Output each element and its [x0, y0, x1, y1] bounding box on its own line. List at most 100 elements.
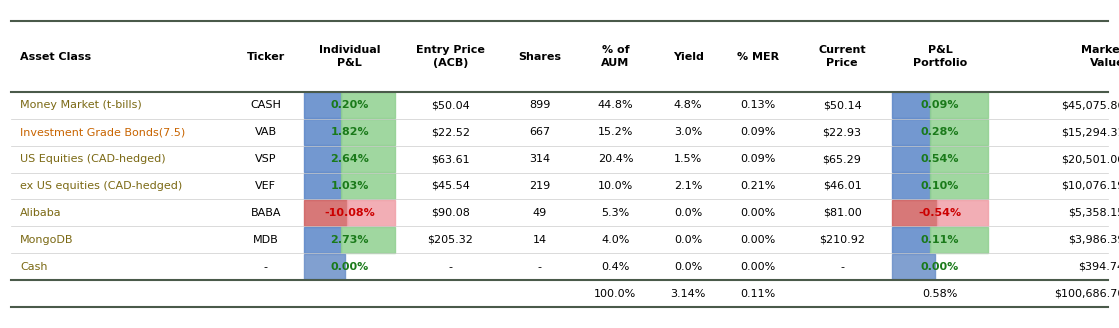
Text: US Equities (CAD-hedged): US Equities (CAD-hedged) [20, 154, 166, 164]
Text: ex US equities (CAD-hedged): ex US equities (CAD-hedged) [20, 181, 182, 191]
Bar [340, 146, 395, 172]
Bar [892, 146, 930, 172]
Bar [930, 92, 988, 118]
Text: 5.3%: 5.3% [601, 208, 630, 218]
Text: Shares: Shares [518, 51, 562, 62]
Text: 0.09%: 0.09% [741, 154, 775, 164]
Text: 0.58%: 0.58% [922, 289, 958, 298]
Text: Entry Price
(ACB): Entry Price (ACB) [416, 45, 485, 68]
Text: $50.04: $50.04 [431, 100, 470, 110]
Text: 899: 899 [529, 100, 551, 110]
Text: 0.4%: 0.4% [601, 262, 630, 272]
Bar [304, 254, 345, 279]
Text: $3,986.39: $3,986.39 [1069, 235, 1119, 245]
Text: $46.01: $46.01 [822, 181, 862, 191]
Text: Alibaba: Alibaba [20, 208, 62, 218]
Text: 0.11%: 0.11% [741, 289, 775, 298]
Bar [892, 200, 938, 226]
Text: 0.00%: 0.00% [741, 262, 775, 272]
Text: Investment Grade Bonds(7.5): Investment Grade Bonds(7.5) [20, 127, 186, 137]
Text: 0.00%: 0.00% [741, 235, 775, 245]
Text: 0.0%: 0.0% [674, 262, 703, 272]
Text: -: - [449, 262, 452, 272]
Bar [938, 200, 988, 226]
Text: Asset Class: Asset Class [20, 51, 92, 62]
Text: $22.93: $22.93 [822, 127, 862, 137]
Text: 0.21%: 0.21% [741, 181, 775, 191]
Text: 0.09%: 0.09% [921, 100, 959, 110]
Text: 4.8%: 4.8% [674, 100, 703, 110]
Text: $45,075.86: $45,075.86 [1061, 100, 1119, 110]
Bar [930, 119, 988, 145]
Text: Yield: Yield [673, 51, 704, 62]
Text: 0.09%: 0.09% [741, 127, 775, 137]
Text: 3.0%: 3.0% [674, 127, 703, 137]
Text: 219: 219 [529, 181, 551, 191]
Text: 0.00%: 0.00% [330, 262, 369, 272]
Bar [340, 119, 395, 145]
Bar [304, 146, 340, 172]
Text: -: - [538, 262, 542, 272]
Bar [892, 92, 930, 118]
Bar [304, 227, 340, 253]
Bar [892, 119, 930, 145]
Text: 0.13%: 0.13% [741, 100, 775, 110]
Text: Market
Value: Market Value [1081, 45, 1119, 68]
Bar [304, 92, 340, 118]
Text: P&L
Portfolio: P&L Portfolio [913, 45, 967, 68]
Text: 15.2%: 15.2% [598, 127, 633, 137]
Text: -: - [264, 262, 267, 272]
Text: BABA: BABA [251, 208, 281, 218]
Bar [892, 254, 935, 279]
Bar [892, 173, 930, 199]
Text: Individual
P&L: Individual P&L [319, 45, 380, 68]
Text: $10,076.19: $10,076.19 [1061, 181, 1119, 191]
Text: 14: 14 [533, 235, 547, 245]
Bar [340, 173, 395, 199]
Text: Cash: Cash [20, 262, 48, 272]
Bar [930, 173, 988, 199]
Text: $210.92: $210.92 [819, 235, 865, 245]
Text: 667: 667 [529, 127, 551, 137]
Text: $15,294.31: $15,294.31 [1061, 127, 1119, 137]
Bar [304, 200, 347, 226]
Bar [930, 146, 988, 172]
Text: 20.4%: 20.4% [598, 154, 633, 164]
Text: Ticker: Ticker [246, 51, 285, 62]
Text: CASH: CASH [251, 100, 281, 110]
Bar [304, 119, 340, 145]
Text: VSP: VSP [255, 154, 276, 164]
Text: 0.20%: 0.20% [330, 100, 369, 110]
Text: $63.61: $63.61 [431, 154, 470, 164]
Text: $20,501.06: $20,501.06 [1061, 154, 1119, 164]
Text: 0.0%: 0.0% [674, 208, 703, 218]
Text: 0.28%: 0.28% [921, 127, 959, 137]
Text: Current
Price: Current Price [818, 45, 866, 68]
Text: Money Market (t-bills): Money Market (t-bills) [20, 100, 142, 110]
Text: $65.29: $65.29 [822, 154, 862, 164]
Text: VEF: VEF [255, 181, 276, 191]
Text: 1.82%: 1.82% [330, 127, 369, 137]
Bar [340, 227, 395, 253]
Text: $22.52: $22.52 [431, 127, 470, 137]
Text: 10.0%: 10.0% [598, 181, 633, 191]
Text: MongoDB: MongoDB [20, 235, 74, 245]
Text: $90.08: $90.08 [431, 208, 470, 218]
Bar [347, 200, 395, 226]
Text: 0.10%: 0.10% [921, 181, 959, 191]
Text: % of
AUM: % of AUM [601, 45, 630, 68]
Text: 4.0%: 4.0% [601, 235, 630, 245]
Text: 2.1%: 2.1% [674, 181, 703, 191]
Bar [930, 227, 988, 253]
Text: 0.00%: 0.00% [741, 208, 775, 218]
Text: -0.54%: -0.54% [919, 208, 961, 218]
Text: MDB: MDB [253, 235, 279, 245]
Text: 1.03%: 1.03% [330, 181, 369, 191]
Text: 314: 314 [529, 154, 551, 164]
Text: $205.32: $205.32 [427, 235, 473, 245]
Text: 44.8%: 44.8% [598, 100, 633, 110]
Text: 2.64%: 2.64% [330, 154, 369, 164]
Text: $5,358.15: $5,358.15 [1069, 208, 1119, 218]
Text: $81.00: $81.00 [822, 208, 862, 218]
Text: $100,686.70: $100,686.70 [1054, 289, 1119, 298]
